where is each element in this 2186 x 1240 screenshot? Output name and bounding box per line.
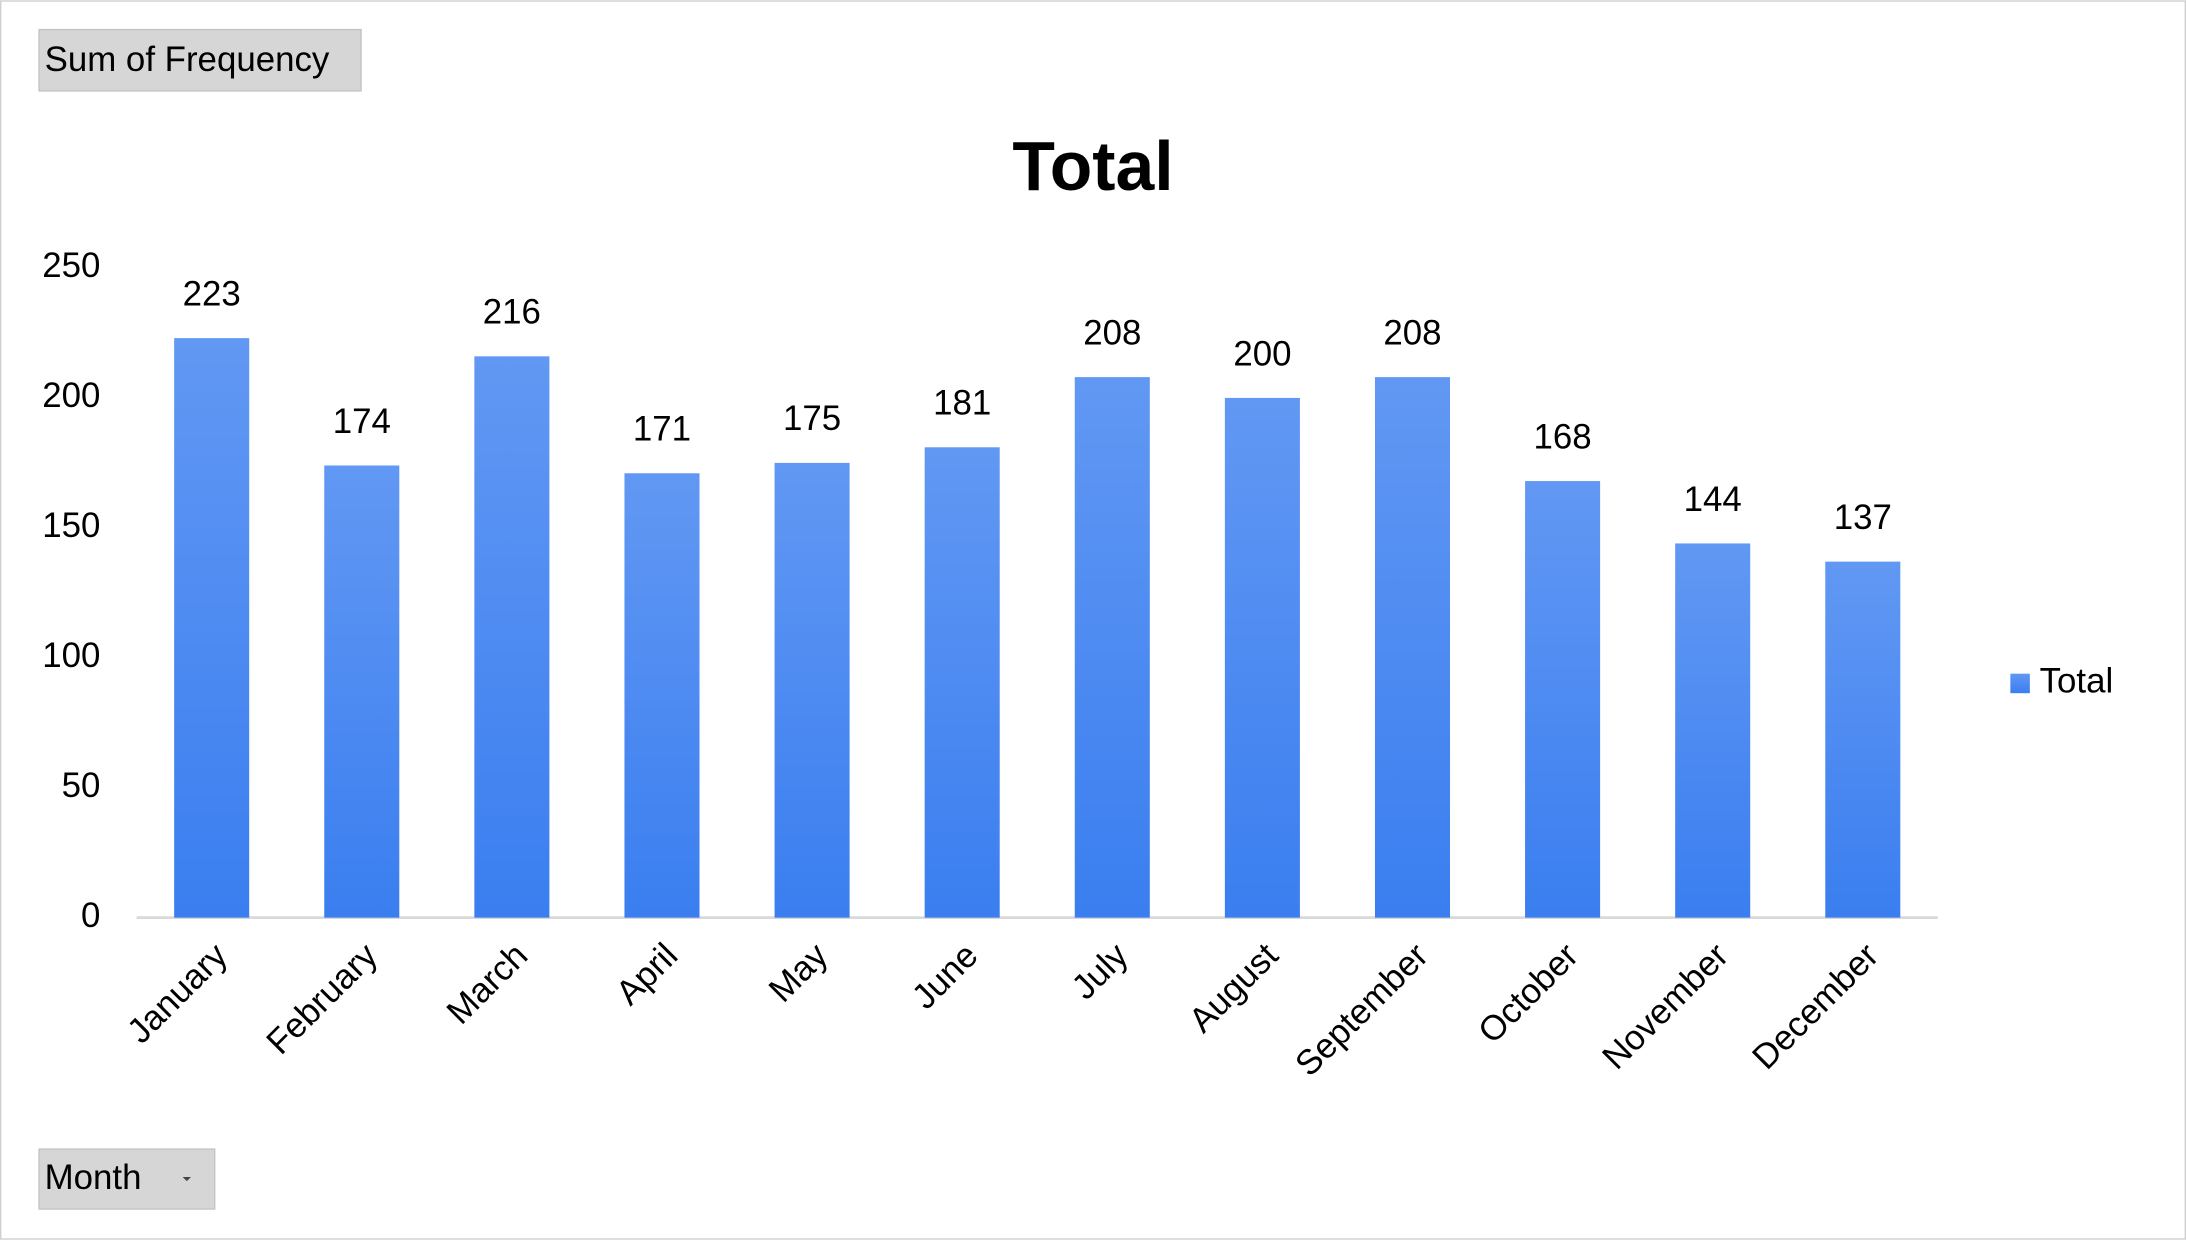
bar [1224,397,1300,918]
bar [1825,561,1901,918]
y-tick-label: 0 [81,896,100,935]
values-field-button[interactable]: Sum of Frequency [38,28,362,92]
legend-swatch [2010,673,2030,694]
data-label: 181 [933,384,991,423]
bar [1675,543,1751,918]
y-tick-label: 250 [42,246,100,285]
chart-title: Total [1012,127,1173,205]
data-label: 171 [633,410,691,449]
y-tick-label: 100 [42,636,100,675]
data-label: 144 [1684,480,1742,519]
bar [624,473,700,918]
button-label: Month [45,1158,142,1197]
y-tick-label: 50 [62,766,101,805]
bar [324,465,400,918]
button-label: Sum of Frequency [45,40,330,79]
bar [774,462,850,918]
data-label: 208 [1083,314,1141,353]
data-label: 223 [183,275,241,314]
y-tick-label: 200 [42,376,100,415]
button-background [38,28,362,92]
data-label: 174 [333,402,391,441]
y-tick-label: 150 [42,506,100,545]
axis-field-button[interactable]: Month [38,1148,216,1210]
bar [474,356,550,918]
data-label: 208 [1383,314,1441,353]
bar [1374,377,1451,918]
data-label: 200 [1233,334,1291,373]
bar [1074,377,1150,918]
bar [1525,481,1601,918]
dropdown-arrow [182,1176,191,1182]
legend-label: Total [2040,662,2114,701]
data-label: 216 [483,293,541,332]
data-label: 168 [1534,417,1592,456]
data-label: 137 [1834,498,1892,537]
data-label: 175 [783,399,841,438]
bar [924,447,1000,918]
bar [174,338,250,918]
